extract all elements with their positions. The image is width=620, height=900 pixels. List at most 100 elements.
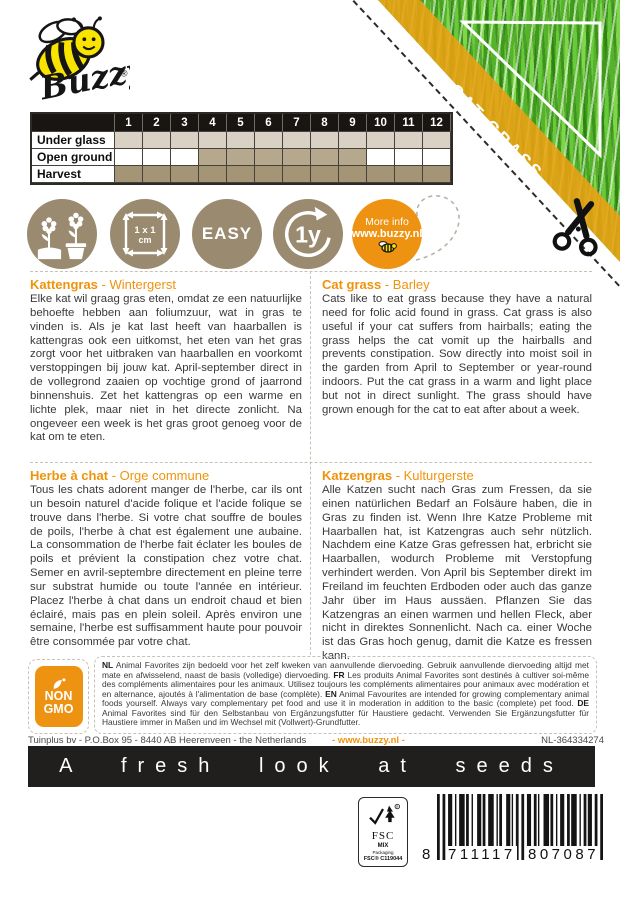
section-title-french: Herbe à chat - Orge commune bbox=[30, 468, 210, 483]
calendar-cell-none bbox=[115, 149, 143, 166]
spacing-badge: 1 x 1 cm bbox=[110, 199, 180, 269]
legal-tag-de: DE bbox=[577, 698, 590, 709]
calendar-month: 9 bbox=[339, 114, 367, 132]
fsc-cert: FSC® C119044 bbox=[363, 855, 403, 862]
calendar-cell-dark bbox=[171, 166, 199, 183]
calendar-cell-dark bbox=[367, 166, 395, 183]
more-info-url: www.buzzy.nl bbox=[351, 227, 423, 240]
sowing-calendar: 1 2 3 4 5 6 7 8 9 10 11 12 Under glass Open ground Har… bbox=[30, 112, 453, 185]
section-body-dutch: Elke kat wil graag gras eten, omdat ze e… bbox=[30, 293, 302, 444]
calendar-month: 11 bbox=[395, 114, 423, 132]
section-body-english: Cats like to eat grass because they have… bbox=[322, 293, 592, 416]
flowers-icon bbox=[37, 212, 87, 260]
calendar-month: 8 bbox=[311, 114, 339, 132]
calendar-cell-none bbox=[423, 149, 451, 166]
tagline-bar: A fresh look at seeds bbox=[28, 746, 595, 787]
company-address: Tuinplus bv - P.O.Box 95 - 8440 AB Heere… bbox=[28, 735, 307, 746]
divider-top bbox=[30, 271, 592, 272]
barcode-group2: 807087 bbox=[527, 846, 601, 863]
fsc-tree-icon: R bbox=[369, 803, 400, 825]
calendar-cell-dark bbox=[339, 166, 367, 183]
section-french: Herbe à chat - Orge commune Tous les cha… bbox=[30, 468, 302, 650]
divider-middle bbox=[30, 462, 592, 463]
calendar-cell-light bbox=[227, 132, 255, 149]
calendar-cell-light bbox=[395, 132, 423, 149]
calendar-cell-light bbox=[311, 132, 339, 149]
legal-tag-nl: NL bbox=[102, 660, 114, 670]
legal-tag-en: EN bbox=[325, 688, 337, 699]
divider-vertical bbox=[310, 271, 311, 655]
calendar-cell-dark bbox=[395, 166, 423, 183]
fsc-label: R FSC MIX Packaging FSC® C119044 bbox=[358, 797, 408, 867]
calendar-cell-light bbox=[199, 132, 227, 149]
calendar-cell-mid bbox=[227, 149, 255, 166]
calendar-row-label: Open ground bbox=[32, 149, 115, 166]
calendar-month: 3 bbox=[171, 114, 199, 132]
section-body-german: Alle Katzen sucht nach Gras zum Fressen,… bbox=[322, 484, 592, 663]
spacing-unit: cm bbox=[138, 235, 151, 245]
spacing-arrows-icon: 1 x 1 cm bbox=[122, 211, 168, 257]
buzzy-logo: Buzzy ® bbox=[29, 16, 130, 106]
more-info-badge: More info www.buzzy.nl bbox=[352, 199, 422, 269]
calendar-cell-mid bbox=[339, 149, 367, 166]
section-dutch: Kattengras - Wintergerst Elke kat wil gr… bbox=[30, 277, 302, 445]
non-gmo-badge: NON GMO bbox=[28, 659, 89, 734]
calendar-cell-light bbox=[283, 132, 311, 149]
calendar-cell-none bbox=[143, 149, 171, 166]
calendar-corner bbox=[32, 114, 115, 132]
one-year-cycle-icon: 1y bbox=[285, 206, 331, 258]
fsc-mix: MIX bbox=[377, 842, 389, 849]
calendar-cell-dark bbox=[199, 166, 227, 183]
calendar-cell-mid bbox=[199, 149, 227, 166]
tagline: A fresh look at seeds bbox=[59, 755, 564, 777]
calendar-cell-dark bbox=[227, 166, 255, 183]
legal-text-fr: Les produits Animal Favorites sont desti… bbox=[102, 669, 590, 699]
calendar-cell-light bbox=[255, 132, 283, 149]
legal-text-nl: Animal Favorites zijn bedoeld voor het z… bbox=[102, 660, 589, 680]
calendar-cell-mid bbox=[255, 149, 283, 166]
section-body-french: Tous les chats adorent manger de l'herbe… bbox=[30, 484, 302, 649]
barcode-bars bbox=[437, 794, 603, 860]
calendar-month: 1 bbox=[115, 114, 143, 132]
legal-text-en: Animal Favourites are intended for growi… bbox=[102, 688, 590, 709]
non-gmo-line1: NON bbox=[44, 689, 73, 703]
calendar-cell-none bbox=[171, 149, 199, 166]
calendar-cell-light bbox=[367, 132, 395, 149]
calendar-row-label: Under glass bbox=[32, 132, 115, 149]
calendar-month: 6 bbox=[255, 114, 283, 132]
article-code: NL-364334274 bbox=[541, 735, 604, 746]
svg-text:R: R bbox=[396, 804, 399, 808]
triangle-outline bbox=[459, 20, 602, 159]
non-gmo-inner: NON GMO bbox=[34, 666, 83, 727]
calendar-cell-dark bbox=[115, 166, 143, 183]
fsc-name: FSC bbox=[371, 829, 395, 842]
bee-icon bbox=[378, 240, 397, 253]
calendar-cell-mid bbox=[311, 149, 339, 166]
calendar-cell-dark bbox=[143, 166, 171, 183]
calendar-cell-light bbox=[143, 132, 171, 149]
section-title-dutch: Kattengras - Wintergerst bbox=[30, 277, 176, 292]
website-url: - www.buzzy.nl - bbox=[332, 735, 405, 746]
calendar-cell-dark bbox=[311, 166, 339, 183]
calendar-month: 12 bbox=[423, 114, 451, 132]
fsc-packaging: Packaging bbox=[372, 849, 394, 855]
calendar-row-label: Harvest bbox=[32, 166, 115, 183]
scissors-icon bbox=[552, 198, 598, 257]
duration-label: 1y bbox=[295, 222, 321, 248]
non-gmo-line2: GMO bbox=[43, 702, 74, 716]
calendar-cell-light bbox=[339, 132, 367, 149]
easy-label: EASY bbox=[201, 224, 253, 243]
indoor-outdoor-badge bbox=[27, 199, 97, 269]
barcode-digit-left: 8 bbox=[421, 846, 435, 863]
calendar-cell-dark bbox=[423, 166, 451, 183]
calendar-month: 7 bbox=[283, 114, 311, 132]
calendar-cell-dark bbox=[283, 166, 311, 183]
legal-tag-fr: FR bbox=[333, 669, 345, 680]
section-english: Cat grass - Barley Cats like to eat gras… bbox=[322, 277, 592, 418]
calendar-cell-none bbox=[367, 149, 395, 166]
calendar-month: 5 bbox=[227, 114, 255, 132]
section-title-german: Katzengras - Kulturgerste bbox=[322, 468, 474, 483]
easy-badge: EASY bbox=[192, 199, 262, 269]
section-title-english: Cat grass - Barley bbox=[322, 277, 430, 292]
